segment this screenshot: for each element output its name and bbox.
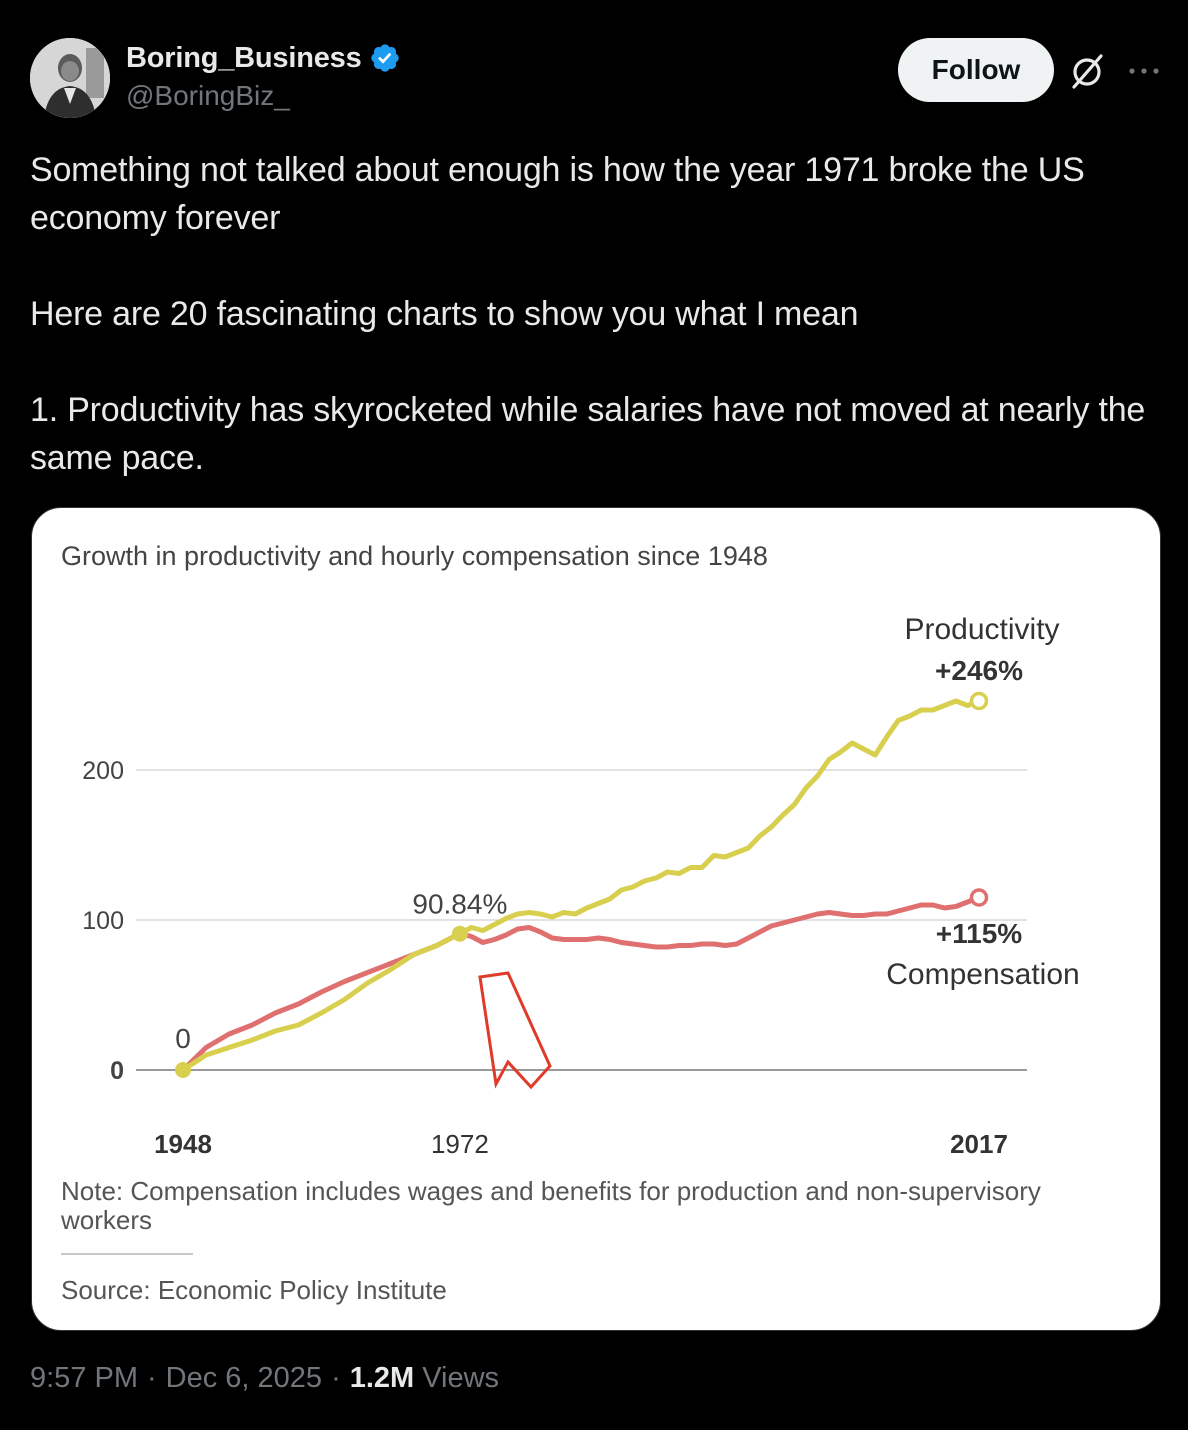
chart-x-axis: 1948 1972 2017 xyxy=(154,1129,1008,1159)
verified-badge-icon xyxy=(370,44,399,72)
meta-separator: · xyxy=(147,1362,157,1394)
compensation-end-value-label: +115% xyxy=(936,918,1023,949)
y-tick-label: 200 xyxy=(82,757,124,785)
chart-note-line-1: Note: Compensation includes wages and be… xyxy=(61,1176,1041,1206)
more-options-icon[interactable] xyxy=(1124,56,1164,86)
tweet-time[interactable]: 9:57 PM xyxy=(30,1362,138,1394)
productivity-end-marker xyxy=(969,691,989,711)
author-name-row[interactable]: Boring_Business xyxy=(126,40,401,76)
series-line-compensation xyxy=(180,895,982,1073)
annotation-start-value: 0 xyxy=(175,1023,191,1054)
tweet-meta: 9:57 PM · Dec 6, 2025 · 1.2M Views xyxy=(30,1362,499,1395)
y-tick-label: 0 xyxy=(110,1057,124,1085)
y-tick-label: 100 xyxy=(82,907,124,935)
legend-label-compensation: Compensation xyxy=(886,958,1079,991)
avatar[interactable] xyxy=(30,38,110,118)
views-label: Views xyxy=(422,1362,500,1394)
chart-gridlines xyxy=(136,769,1027,1071)
chart-y-axis: 0 100 200 xyxy=(82,757,124,1085)
tweet-paragraph: Something not talked about enough is how… xyxy=(30,151,1085,237)
chart-note-line-2: workers xyxy=(60,1205,152,1235)
x-tick-label: 2017 xyxy=(950,1129,1008,1159)
start-point-marker xyxy=(175,1062,191,1078)
tweet-paragraph: 1. Productivity has skyrocketed while sa… xyxy=(30,391,1146,477)
legend-label-productivity: Productivity xyxy=(904,613,1059,646)
tweet-date[interactable]: Dec 6, 2025 xyxy=(165,1362,323,1394)
display-name[interactable]: Boring_Business xyxy=(126,41,362,74)
follow-button[interactable]: Follow xyxy=(898,38,1054,102)
tweet-paragraph: Here are 20 fascinating charts to show y… xyxy=(30,295,859,333)
annotation-1972-value: 90.84% xyxy=(412,889,507,920)
author-handle[interactable]: @BoringBiz_ xyxy=(126,80,290,111)
arrow-annotation-icon xyxy=(478,971,552,1090)
views-count: 1.2M xyxy=(349,1362,415,1394)
chart-title: Growth in productivity and hourly compen… xyxy=(61,541,768,571)
series-line-productivity xyxy=(180,698,982,1073)
compensation-end-marker xyxy=(969,888,989,907)
meta-separator: · xyxy=(331,1362,341,1394)
media-card[interactable]: Growth in productivity and hourly compen… xyxy=(31,507,1161,1331)
chart-source: Source: Economic Policy Institute xyxy=(61,1275,447,1305)
x-tick-label: 1972 xyxy=(431,1129,489,1159)
tweet-text: Something not talked about enough is how… xyxy=(30,146,1160,482)
productivity-end-value-label: +246% xyxy=(935,655,1023,686)
avatar-image xyxy=(30,38,110,118)
1972-point-marker xyxy=(451,925,468,942)
x-tick-label: 1948 xyxy=(154,1129,212,1159)
grok-icon[interactable] xyxy=(1066,50,1108,92)
productivity-compensation-chart: Growth in productivity and hourly compen… xyxy=(60,541,1080,1305)
